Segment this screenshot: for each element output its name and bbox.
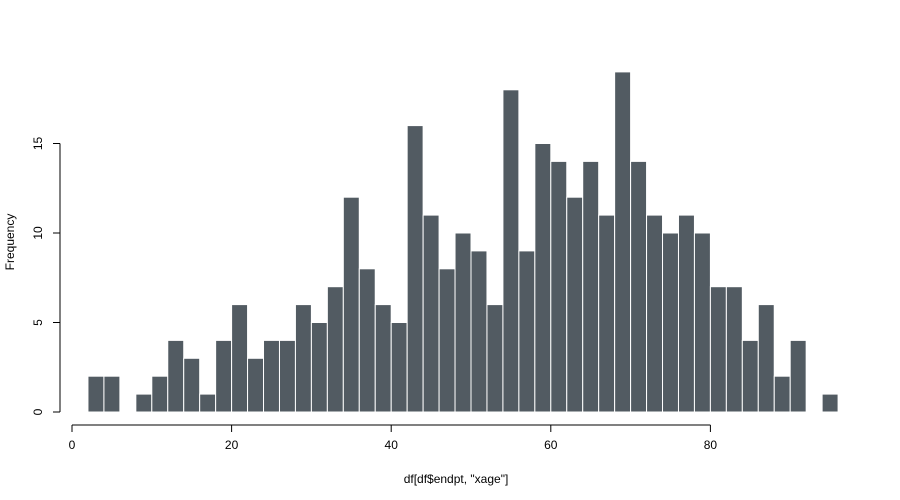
- histogram-bar: [662, 232, 679, 413]
- histogram-bar: [151, 375, 169, 413]
- x-tick-label: 0: [69, 438, 76, 452]
- histogram-bar: [709, 286, 727, 413]
- histogram-bar: [677, 214, 695, 413]
- histogram-bar: [470, 250, 488, 413]
- histogram-bar: [630, 160, 648, 413]
- x-tick-label: 20: [225, 438, 239, 452]
- y-tick-label: 10: [31, 226, 45, 240]
- histogram-bar: [789, 339, 807, 413]
- histogram-bar: [326, 286, 344, 413]
- x-axis-title: df[df$endpt, "xage"]: [404, 472, 509, 486]
- histogram-bar: [582, 160, 600, 413]
- histogram-bar: [294, 304, 312, 413]
- histogram-bar: [135, 393, 153, 413]
- histogram-bar: [646, 214, 664, 413]
- y-axis-title: Frequency: [3, 214, 17, 271]
- histogram-bar: [374, 304, 392, 413]
- x-tick-label: 40: [385, 438, 399, 452]
- histogram-bar: [773, 375, 791, 413]
- histogram-bar: [390, 322, 408, 413]
- histogram-bar: [87, 375, 105, 413]
- histogram-bar: [358, 268, 376, 413]
- histogram-bar: [183, 357, 201, 413]
- histogram-bar: [534, 143, 552, 413]
- histogram-bar: [103, 375, 121, 413]
- histogram-bar: [518, 250, 536, 413]
- histogram-bar: [486, 304, 504, 413]
- histogram-bar: [422, 214, 440, 413]
- x-axis: 0 20 40 60 80: [69, 424, 718, 452]
- histogram-bar: [614, 71, 632, 413]
- histogram-bar: [167, 339, 185, 413]
- y-axis: 0 5 10 15: [31, 137, 61, 415]
- y-tick-label: 5: [31, 319, 45, 326]
- histogram-bar: [278, 339, 296, 413]
- histogram-bar: [821, 393, 839, 413]
- histogram-bar: [741, 339, 759, 413]
- histogram-bar: [215, 339, 233, 413]
- histogram-bar: [342, 196, 360, 413]
- histogram-bar: [263, 339, 280, 413]
- histogram-bar: [438, 268, 456, 413]
- histogram-bar: [247, 357, 265, 413]
- histogram-bar: [199, 393, 217, 413]
- histogram-bar: [550, 160, 568, 413]
- histogram-bar: [693, 232, 711, 413]
- histogram-bar: [310, 322, 328, 413]
- y-tick-label: 15: [31, 137, 45, 151]
- histogram-bar: [598, 214, 616, 413]
- histogram-bar: [757, 304, 775, 413]
- histogram-bar: [454, 232, 472, 413]
- histogram-bar: [231, 304, 249, 413]
- histogram-bar: [566, 196, 584, 413]
- y-tick-label: 0: [31, 408, 45, 415]
- histogram-bar: [725, 286, 743, 413]
- x-tick-label: 60: [544, 438, 558, 452]
- histogram-bar: [406, 125, 424, 413]
- histogram-bars: [87, 71, 839, 413]
- histogram-bar: [502, 89, 520, 413]
- x-tick-label: 80: [704, 438, 718, 452]
